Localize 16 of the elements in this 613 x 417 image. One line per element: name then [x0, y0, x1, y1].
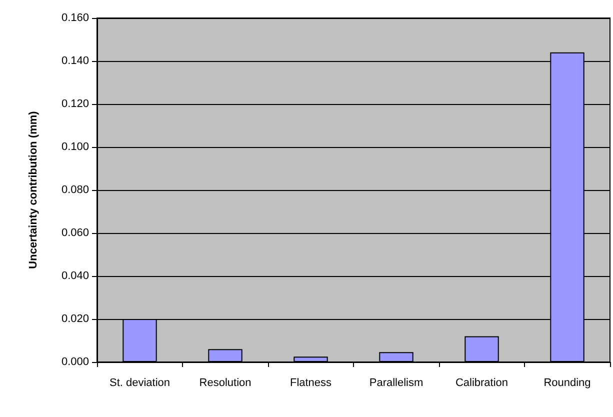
y-tick-label: 0.100 — [61, 141, 89, 153]
y-tick-label: 0.140 — [61, 55, 89, 67]
x-tick-label: Parallelism — [369, 377, 424, 389]
x-tick-label: Flatness — [290, 377, 332, 389]
x-tick-label: Resolution — [199, 377, 252, 389]
y-tick-label: 0.060 — [61, 227, 89, 239]
y-tick-label: 0.020 — [61, 313, 89, 325]
y-tick-label: 0.120 — [61, 98, 89, 110]
y-tick-label: 0.040 — [61, 270, 89, 282]
y-axis-title: Uncertainty contribution (mm) — [28, 110, 40, 269]
x-tick-label: Rounding — [544, 377, 591, 389]
y-tick-label: 0.000 — [61, 356, 89, 368]
y-tick-label: 0.080 — [61, 184, 89, 196]
x-tick-label: St. deviation — [109, 377, 170, 389]
x-tick-label: Calibration — [455, 377, 508, 389]
y-tick-label: 0.160 — [61, 12, 89, 24]
